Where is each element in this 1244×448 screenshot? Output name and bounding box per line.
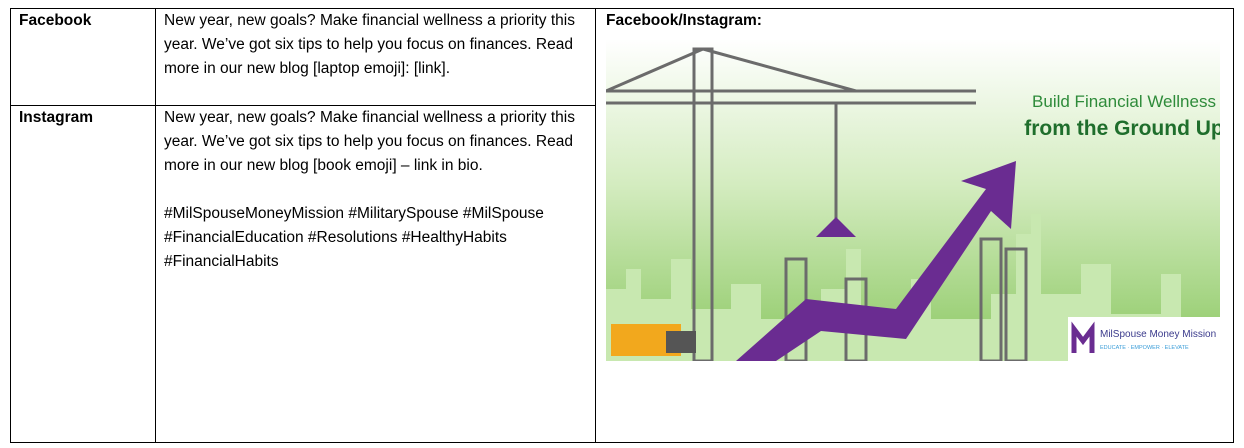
block (816, 217, 856, 237)
logo-name: MilSpouse Money Mission (1100, 329, 1216, 340)
copy: New year, new goals? Make financial well… (155, 8, 596, 106)
row: Facebook New year, new goals? Make finan… (10, 8, 1234, 443)
graphic: Build Financial Wellness from the Ground… (605, 39, 1224, 363)
row: Instagram New year, new goals? Make fina… (10, 105, 1234, 443)
arrow (736, 161, 1016, 361)
truck-cab (666, 331, 696, 353)
heading: Facebook/Instagram: (606, 12, 762, 29)
platform: Facebook (10, 8, 156, 106)
paragraph: New year, new goals? Make financial well… (164, 109, 575, 174)
logo-mark (1071, 321, 1095, 353)
headline: Build Financial Wellness (1032, 92, 1216, 111)
paragraph: New year, new goals? Make financial well… (164, 12, 575, 77)
hashtags: #MilSpouseMoneyMission #MilitarySpouse #… (164, 205, 544, 270)
logo-tagline: EDUCATE · EMPOWER · ELEVATE (1100, 345, 1189, 351)
platform: Instagram (10, 105, 156, 443)
copy: New year, new goals? Make financial well… (155, 105, 596, 443)
subheadline: from the Ground Up (1024, 117, 1220, 140)
post-table: Facebook New year, new goals? Make finan… (10, 8, 1234, 443)
image-cell: Facebook/Instagram: Build Financial Well… (595, 8, 1234, 443)
